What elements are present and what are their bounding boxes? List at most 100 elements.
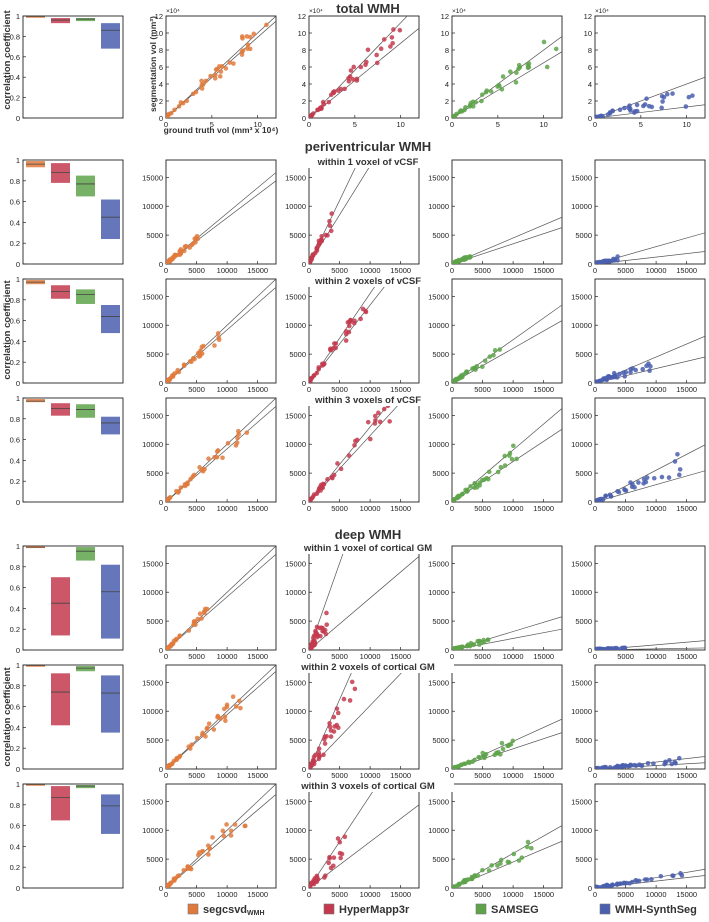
scatter-point — [465, 643, 470, 649]
scatter-ytick-label: 15000 — [285, 292, 306, 301]
scatter-point — [491, 353, 496, 358]
scatter-point — [245, 42, 251, 48]
scatter-plot-area — [595, 868, 705, 888]
scatter-ytick-label: 0 — [159, 646, 163, 655]
panel-row-dp1: 0 0.2 0.4 0.6 0.8 1 0 5000 10000 15000 0 5000 10000 1… — [10, 542, 706, 661]
scatter-ytick-label: 15000 — [285, 411, 306, 420]
scatter-ytick-label: 5000 — [289, 469, 306, 478]
scatter-point — [629, 484, 635, 490]
scatter-point — [659, 105, 664, 111]
scatter-ytick-label: 5000 — [289, 736, 306, 745]
scatter-ytick-label: 0 — [445, 884, 449, 893]
corr-tick-label: 0.4 — [10, 604, 20, 613]
scatter-ytick-label: 12 — [584, 12, 592, 21]
scatter-xtick-label: 0 — [593, 266, 597, 275]
scatter-point — [193, 89, 199, 95]
scatter-ytick-label: 15000 — [285, 173, 306, 182]
scatter-point — [673, 760, 678, 766]
scatter-ytick-label: 0 — [159, 765, 163, 774]
scatter-ytick-label: 0 — [159, 884, 163, 893]
scatter-ytick-label: 15000 — [428, 411, 449, 420]
scatter-panel-total-SAMSEG: 0 2 4 6 8 10 12×10⁴ 0 5 10 — [441, 8, 563, 129]
scatter-xtick-label: 0 — [307, 890, 311, 899]
scatter-point — [172, 878, 177, 883]
scatter-point — [498, 857, 504, 863]
scatter-plot-area — [309, 546, 419, 650]
corr-tick-label: 1 — [16, 12, 20, 21]
scatter-point — [181, 868, 187, 873]
row-label-bg — [284, 542, 452, 554]
scatter-point — [203, 78, 209, 84]
scatter-panel-pv1-WMH-SynthSeg: 0 5000 10000 15000 0 5000 10000 15000 — [571, 159, 706, 275]
scatter-point — [320, 481, 326, 487]
scatter-point — [181, 363, 187, 369]
scatter-point — [475, 873, 481, 878]
scatter-point — [507, 450, 513, 456]
scatter-frame — [594, 664, 706, 770]
scatter-frame — [308, 664, 420, 770]
corr-tick-label: 0.2 — [10, 625, 20, 634]
scatter-xtick-label: 5000 — [474, 890, 491, 899]
corr-frame — [22, 159, 124, 265]
scatter-ytick-label: 0 — [159, 498, 163, 507]
panel-row-pv3: 0 0.2 0.4 0.6 0.8 1 0 5000 10000 15000 0 5000 10000 1… — [10, 394, 706, 513]
scatter-xtick-label: 15000 — [247, 385, 268, 394]
scatter-point — [679, 873, 685, 878]
scatter-point — [178, 247, 184, 252]
corr-tick-label: 0 — [16, 379, 20, 388]
scatter-point — [330, 475, 335, 481]
scatter-ytick-label: 2 — [302, 97, 306, 106]
scatter-xtick-label: 5000 — [188, 385, 205, 394]
scatter-ytick-label: 15000 — [142, 411, 163, 420]
scatter-plot-area — [166, 665, 276, 769]
scatter-frame — [308, 278, 420, 384]
fit-line — [309, 160, 375, 264]
scatter-point — [225, 440, 231, 446]
corr-tick-label: 1 — [16, 156, 20, 165]
fit-line — [452, 51, 562, 118]
scatter-point — [230, 694, 236, 700]
scatter-plot-area — [595, 444, 705, 502]
scatter-point — [524, 844, 530, 850]
scatter-point — [529, 845, 534, 851]
scatter-point — [617, 107, 623, 113]
scatter-point — [597, 259, 603, 264]
scatter-point — [354, 76, 360, 82]
scatter-point — [633, 877, 639, 883]
scatter-point — [360, 306, 366, 312]
scatter-point — [176, 104, 182, 109]
corr-box — [51, 163, 70, 183]
scatter-point — [690, 93, 695, 98]
corr-box — [76, 175, 95, 197]
scatter-xtick-label: 10000 — [217, 266, 238, 275]
fit-line — [452, 304, 562, 383]
scatter-point — [516, 66, 521, 72]
scatter-xtick-label: 5000 — [474, 771, 491, 780]
scatter-point — [324, 622, 330, 627]
scatter-point — [513, 80, 519, 85]
scatter-ytick-label: 15000 — [571, 173, 592, 182]
corr-tick-label: 0.6 — [10, 703, 20, 712]
scatter-point — [182, 244, 188, 249]
scatter-xtick-label: 0 — [593, 120, 597, 129]
scatter-ytick-label: 0 — [588, 884, 592, 893]
scatter-ytick-label: 10000 — [571, 826, 592, 835]
scatter-point — [200, 730, 206, 736]
scatter-point — [206, 852, 211, 857]
scatter-point — [476, 754, 482, 760]
scatter-point — [332, 89, 337, 94]
scatter-point — [338, 855, 343, 861]
scatter-ytick-label: 15000 — [428, 292, 449, 301]
scatter-point — [178, 485, 184, 490]
scatter-panel-dp2-segcsvd_WMH: 0 5000 10000 15000 0 5000 10000 15000 — [142, 664, 277, 780]
scatter-point — [206, 456, 211, 461]
scatter-xtick-label: 10000 — [503, 890, 524, 899]
scatter-ytick-label: 0 — [445, 498, 449, 507]
scatter-xtick-label: 15000 — [533, 385, 554, 394]
scatter-ytick-label: 10 — [584, 29, 592, 38]
scatter-point — [619, 763, 624, 769]
scatter-point — [346, 76, 351, 81]
scatter-panel-pv1-segcsvd_WMH: 0 5000 10000 15000 0 5000 10000 15000 — [142, 159, 277, 275]
fit-line — [452, 320, 562, 383]
scatter-point — [514, 70, 519, 76]
